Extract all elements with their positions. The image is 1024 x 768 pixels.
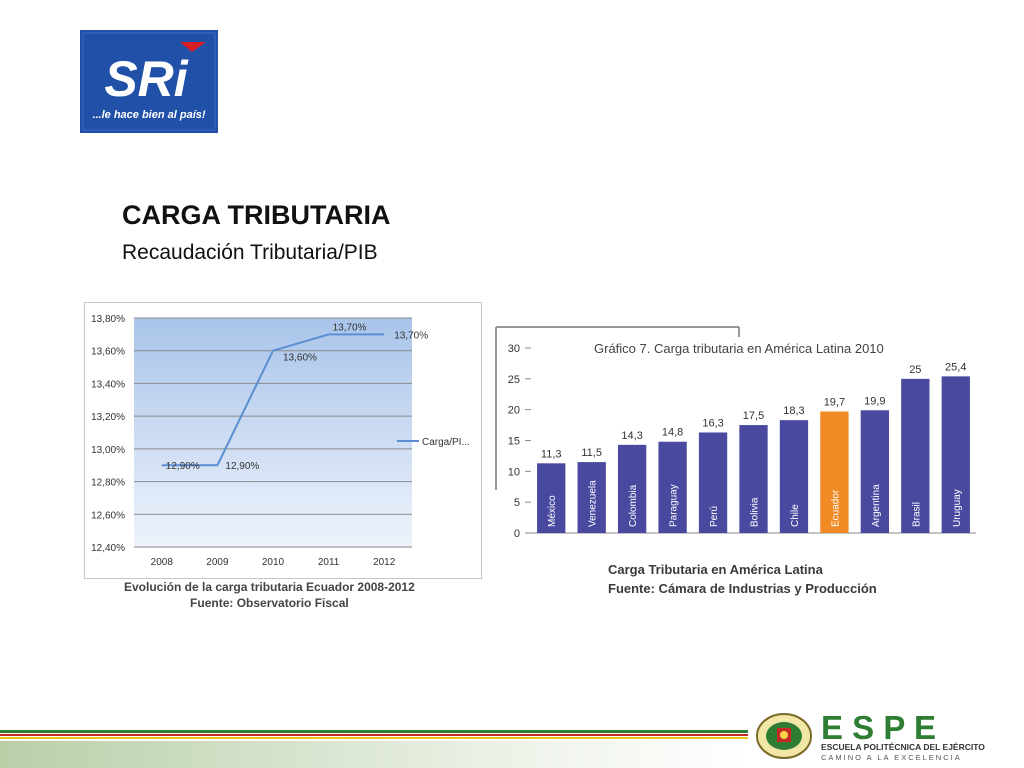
bar-brasil (901, 378, 930, 533)
sri-logo-text: SRi (104, 51, 188, 107)
bar-category-label: Colombia (628, 484, 639, 527)
line-data-label: 13,70% (394, 330, 428, 341)
y-tick-label: 13,80% (91, 314, 125, 325)
bar-category-label: Bolivia (750, 497, 761, 527)
bar-chart-caption-source: Fuente: Cámara de Industrias y Producció… (608, 581, 877, 596)
bar-value-label: 16,3 (702, 417, 723, 429)
bar-category-label: Argentina (871, 484, 882, 527)
bar-category-label: Chile (790, 504, 801, 527)
x-tick-label: 2011 (318, 557, 340, 568)
slide-subtitle: Recaudación Tributaria/PIB (122, 241, 378, 264)
sri-logo: SRi ...le hace bien al país! (80, 30, 218, 133)
line-chart-caption-source: Fuente: Observatorio Fiscal (190, 596, 349, 610)
footer-stripes (0, 730, 748, 768)
sri-logo-tagline: ...le hace bien al país! (92, 109, 205, 121)
y-tick-label: 15 (508, 436, 520, 448)
tax-burden-line-chart: 12,40% 12,60% 12,80% 13,00% 13,20% 13,40% 13,6… (84, 302, 482, 579)
y-tick-label: 13,60% (91, 347, 125, 358)
y-tick-label: 13,40% (91, 379, 125, 390)
espe-crest-icon (756, 713, 812, 759)
y-tick-label: 12,40% (91, 543, 125, 554)
bar-venezuela (577, 462, 606, 533)
y-tick-label: 0 (514, 528, 520, 540)
slide-title: CARGA TRIBUTARIA (122, 200, 391, 230)
x-tick-label: 2008 (151, 557, 174, 568)
bar-category-label: Venezuela (588, 480, 599, 527)
bar-value-label: 19,7 (824, 397, 845, 409)
bar-ecuador (820, 411, 849, 533)
line-data-label: 12,90% (166, 461, 200, 472)
x-tick-label: 2009 (206, 557, 229, 568)
bar-chart-title: Gráfico 7. Carga tributaria en América L… (594, 341, 884, 356)
bar-chart-caption-title: Carga Tributaria en América Latina (608, 562, 823, 577)
bar-category-label: Brasil (911, 502, 922, 527)
bar-colombia (617, 444, 647, 533)
bar-méxico (537, 463, 566, 533)
y-tick-label: 20 (508, 405, 520, 417)
bar-chile (779, 420, 809, 533)
espe-brand: E S P E (821, 709, 936, 746)
bar-category-label: Uruguay (952, 489, 963, 527)
bar-value-label: 11,5 (581, 447, 602, 459)
y-tick-label: 12,60% (91, 510, 125, 521)
line-chart-caption-title: Evolución de la carga tributaria Ecuador… (124, 580, 415, 594)
bar-uruguay (941, 376, 970, 533)
bar-perú (698, 432, 728, 533)
bar-value-label: 11,3 (541, 448, 562, 460)
bar-value-label: 18,3 (783, 405, 804, 417)
line-data-label: 12,90% (225, 461, 259, 472)
bar-value-label: 17,5 (743, 410, 764, 422)
bar-value-label: 14,3 (621, 430, 642, 442)
y-tick-label: 13,20% (91, 412, 125, 423)
line-chart-caption: Evolución de la carga tributaria Ecuador… (124, 579, 415, 611)
y-tick-label: 5 (514, 497, 520, 509)
latam-tax-bar-chart: Gráfico 7. Carga tributaria en América L… (491, 325, 986, 550)
y-tick-label: 25 (508, 374, 520, 386)
bar-value-label: 25,4 (945, 361, 966, 373)
line-data-label: 13,60% (283, 353, 317, 364)
bar-value-label: 19,9 (864, 395, 885, 407)
espe-line2: CAMINO A LA EXCELENCIA (821, 753, 962, 762)
line-plot-area (134, 318, 412, 547)
line-data-label: 13,70% (333, 322, 367, 333)
y-tick-label: 13,00% (91, 445, 125, 456)
bar-value-label: 14,8 (662, 427, 683, 439)
bar-argentina (860, 410, 890, 533)
line-series-carga-pib (161, 333, 385, 467)
bar-category-label: México (547, 495, 558, 527)
espe-line1: ESCUELA POLITÉCNICA DEL EJÉRCITO (821, 742, 985, 752)
bar-bolivia (739, 425, 768, 533)
bar-category-label: Ecuador (830, 489, 841, 527)
y-tick-label: 30 (508, 343, 520, 355)
y-tick-label: 12,80% (91, 478, 125, 489)
x-tick-label: 2012 (373, 557, 396, 568)
espe-logo: E S P E ESCUELA POLITÉCNICA DEL EJÉRCITO… (756, 709, 985, 762)
bar-category-label: Paraguay (669, 484, 680, 527)
bar-category-label: Perú (709, 506, 720, 527)
bar-paraguay (658, 441, 687, 533)
x-tick-label: 2010 (262, 557, 285, 568)
y-tick-label: 10 (508, 466, 520, 478)
bar-chart-caption: Carga Tributaria en América Latina Fuent… (608, 560, 877, 598)
legend-label: Carga/PI... (422, 437, 470, 448)
bar-value-label: 25 (909, 364, 921, 376)
